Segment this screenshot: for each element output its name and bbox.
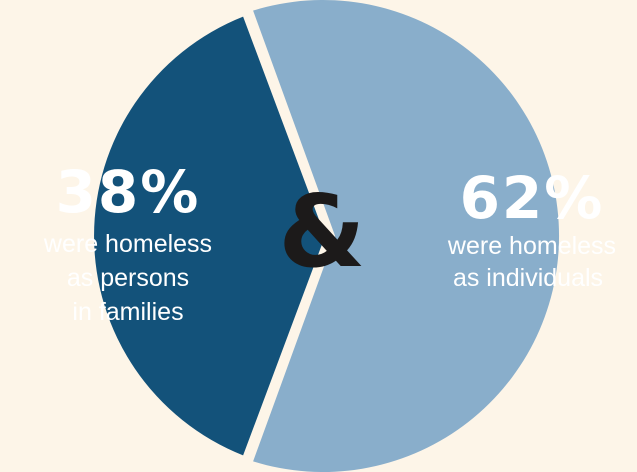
individuals-label-group: 62% were homeless as individuals [447,164,616,292]
families-description-line-1: were homeless [43,230,212,258]
families-description-line-2: as persons [67,264,189,292]
individuals-description-line-2: as individuals [453,264,603,292]
families-description-line-3: in families [72,298,183,326]
pie-slice-families [94,16,326,456]
families-percent-label: 38% [56,158,201,226]
ampersand-separator: & [278,173,365,290]
families-label-group: 38% were homeless as persons in families [43,158,212,326]
pie-slice-individuals [253,0,560,472]
individuals-description-line-1: were homeless [447,232,616,260]
individuals-percent-label: 62% [460,164,605,232]
